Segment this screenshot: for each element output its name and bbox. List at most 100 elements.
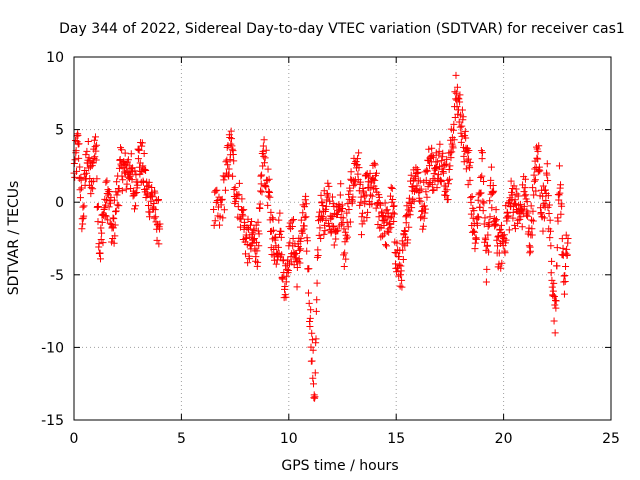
data-point — [118, 172, 126, 180]
data-point — [450, 136, 458, 144]
data-point — [502, 236, 510, 244]
data-point — [520, 188, 528, 196]
data-point — [546, 234, 554, 242]
data-point — [221, 173, 229, 181]
data-point — [230, 157, 238, 165]
data-point — [417, 197, 425, 205]
data-point — [531, 176, 539, 184]
data-point — [429, 186, 437, 194]
data-point — [299, 209, 307, 217]
data-point — [124, 156, 132, 164]
y-tick-label: 10 — [46, 50, 64, 66]
data-point — [110, 215, 118, 223]
grid-lines — [74, 57, 611, 420]
data-point — [378, 208, 386, 216]
data-point — [326, 197, 334, 205]
data-point — [444, 176, 452, 184]
data-point — [368, 200, 376, 208]
data-point — [128, 176, 136, 184]
y-tick-label: -5 — [50, 268, 64, 284]
data-point — [347, 168, 355, 176]
data-point — [213, 186, 221, 194]
data-point — [530, 191, 538, 199]
data-point — [539, 192, 547, 200]
data-point — [111, 221, 119, 229]
data-point — [438, 157, 446, 165]
data-point — [88, 178, 96, 186]
data-point — [452, 89, 460, 97]
data-point — [336, 191, 344, 199]
data-point — [436, 140, 444, 148]
data-point — [528, 225, 536, 233]
data-point — [553, 262, 561, 270]
data-point — [507, 177, 515, 185]
data-point — [462, 165, 470, 173]
data-point — [390, 202, 398, 210]
data-point — [269, 215, 277, 223]
data-point — [560, 290, 568, 298]
data-point — [445, 165, 453, 173]
data-point — [248, 231, 256, 239]
data-point — [358, 213, 366, 221]
plot-frame — [73, 56, 612, 421]
data-point — [332, 235, 340, 243]
data-point — [403, 211, 411, 219]
data-point — [240, 206, 248, 214]
data-point — [135, 146, 143, 154]
data-point — [267, 208, 275, 216]
data-point — [278, 251, 286, 259]
data-point — [435, 147, 443, 155]
data-point — [530, 177, 538, 185]
data-point — [420, 202, 428, 210]
data-point — [470, 207, 478, 215]
x-tick-label: 15 — [387, 431, 405, 447]
data-point — [496, 225, 504, 233]
data-point — [341, 249, 349, 257]
data-point — [349, 193, 357, 201]
data-point — [546, 227, 554, 235]
data-point — [323, 196, 331, 204]
data-point — [350, 182, 358, 190]
data-point — [268, 214, 276, 222]
data-point — [210, 205, 218, 213]
data-point — [473, 221, 481, 229]
data-point — [296, 246, 304, 254]
data-point — [399, 255, 407, 263]
data-point — [339, 214, 347, 222]
data-point — [304, 289, 312, 297]
data-point — [416, 177, 424, 185]
data-point — [457, 138, 465, 146]
data-point — [360, 192, 368, 200]
data-point — [102, 178, 110, 186]
data-point — [516, 200, 524, 208]
data-point — [405, 223, 413, 231]
data-point — [477, 174, 485, 182]
data-point — [317, 191, 325, 199]
data-point — [533, 154, 541, 162]
data-point — [387, 223, 395, 231]
data-point — [525, 224, 533, 232]
data-point — [150, 214, 158, 222]
data-point — [545, 201, 553, 209]
data-point — [456, 123, 464, 131]
data-point — [529, 207, 537, 215]
data-point — [498, 238, 506, 246]
data-point — [337, 220, 345, 228]
data-point — [446, 149, 454, 157]
data-point — [425, 180, 433, 188]
data-point — [296, 259, 304, 267]
data-point — [96, 255, 104, 263]
data-point — [136, 163, 144, 171]
data-point — [238, 195, 246, 203]
data-point — [103, 196, 111, 204]
data-point — [91, 133, 99, 141]
data-point — [443, 186, 451, 194]
data-point — [88, 162, 96, 170]
data-point — [314, 251, 322, 259]
data-point — [322, 205, 330, 213]
data-point — [409, 176, 417, 184]
data-point — [503, 217, 511, 225]
data-point — [369, 175, 377, 183]
data-point — [413, 182, 421, 190]
